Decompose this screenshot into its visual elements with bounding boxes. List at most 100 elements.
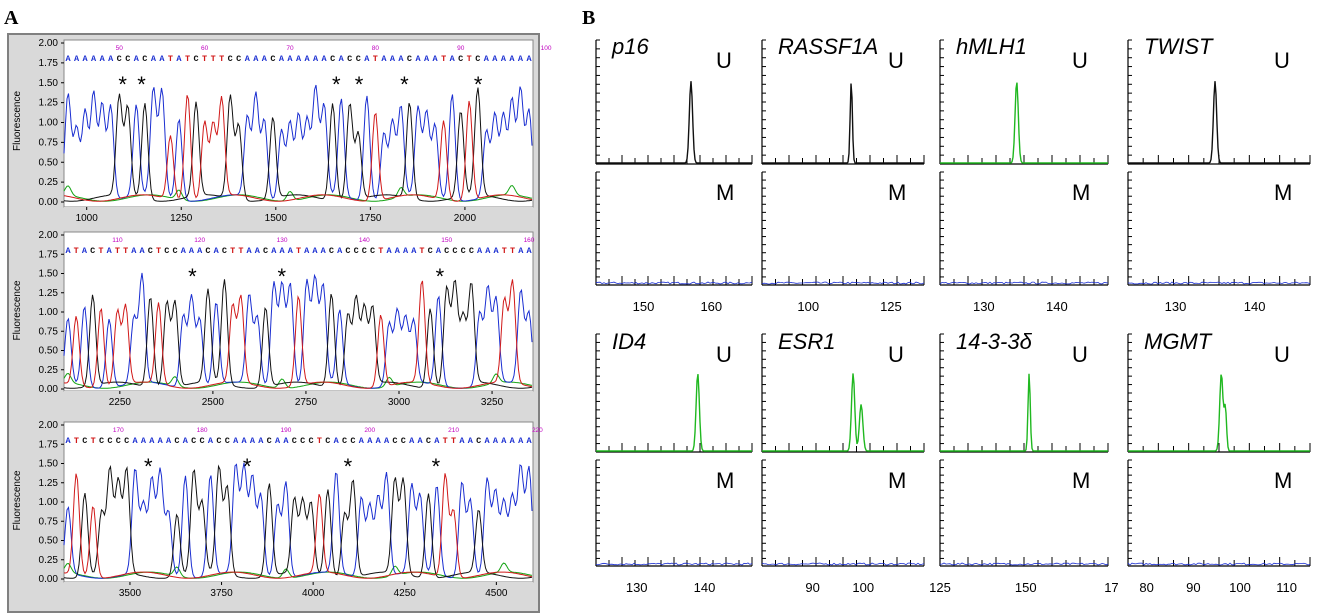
base-call: T (502, 246, 507, 256)
base-call: A (485, 436, 491, 446)
unmethylated-site-marker: * (432, 454, 441, 479)
channel-label-u: U (1274, 48, 1290, 73)
base-call: A (417, 436, 423, 446)
x-axis-band (64, 391, 533, 409)
x-tick-label: 2750 (295, 397, 318, 408)
base-call: T (115, 246, 120, 256)
base-call: C (469, 246, 474, 256)
base-call: T (74, 246, 79, 256)
base-call: C (452, 246, 457, 256)
unmethylated-site-marker: * (344, 454, 353, 479)
electropherogram-3: 0.00 0.25 0.50 0.75 1.00 1.25 1.50 1.75 2.00 Fluo… (12, 420, 543, 600)
u-channel-trace (940, 373, 1108, 452)
trace-plot-area (63, 421, 534, 583)
base-call: C (461, 246, 466, 256)
base-call: C (148, 246, 153, 256)
base-call: A (176, 54, 182, 64)
x-axis-band (64, 582, 533, 600)
base-call: A (384, 436, 390, 446)
base-call: A (108, 54, 114, 64)
base-call: T (296, 246, 301, 256)
m-channel-trace (761, 281, 925, 285)
y-tick-label: 1.75 (39, 439, 59, 450)
base-position-label: 70 (286, 45, 294, 52)
x-tick-label: 125 (880, 299, 902, 314)
base-call: A (518, 54, 524, 64)
base-call: T (378, 246, 383, 256)
base-call: A (509, 54, 515, 64)
base-call: A (367, 436, 373, 446)
base-call: A (275, 436, 281, 446)
base-call: C (228, 54, 233, 64)
x-tick-label: 1500 (265, 213, 288, 224)
y-tick-label: 0.00 (39, 197, 59, 208)
base-call: A (459, 436, 465, 446)
x-tick-label: 3500 (119, 588, 142, 599)
base-call: A (208, 436, 214, 446)
base-call: A (296, 54, 302, 64)
base-call: A (359, 436, 365, 446)
base-position-label: 170 (113, 427, 124, 434)
base-call: C (342, 436, 347, 446)
base-call: C (392, 436, 397, 446)
base-position-label: 60 (201, 45, 209, 52)
base-call: A (386, 246, 392, 256)
channel-label-u: U (1072, 342, 1088, 367)
x-tick-label: 1250 (170, 213, 193, 224)
base-call: T (373, 54, 378, 64)
base-call: A (134, 54, 140, 64)
y-tick-label: 1.50 (39, 78, 59, 89)
base-call: A (253, 54, 259, 64)
base-position-label: 220 (532, 427, 543, 434)
base-call: C (300, 436, 305, 446)
base-call: T (98, 246, 103, 256)
m-channel-trace (595, 281, 753, 285)
y-tick-label: 1.50 (39, 459, 59, 470)
base-call: A (337, 246, 343, 256)
base-call: A (82, 246, 88, 256)
trace-T (63, 95, 533, 202)
msp-gene-panel: p16 U M 150 160 (595, 34, 753, 314)
base-call: T (185, 54, 190, 64)
base-call: C (216, 436, 221, 446)
x-tick-label: 160 (700, 299, 722, 314)
base-call: A (398, 54, 404, 64)
base-call: A (214, 246, 220, 256)
base-call: A (181, 246, 187, 256)
msp-gene-panel: ESR1 U M 90 100 (761, 329, 925, 595)
channel-label-m: M (716, 180, 734, 205)
trace-T (63, 279, 533, 389)
base-position-label: 120 (194, 237, 205, 244)
base-call: A (339, 54, 345, 64)
m-channel-trace (939, 562, 1109, 566)
trace-A (63, 84, 533, 202)
base-call: C (270, 54, 275, 64)
y-tick-label: 0.75 (39, 516, 59, 527)
base-call: A (494, 246, 500, 256)
base-position-label: 130 (277, 237, 288, 244)
base-call: A (159, 54, 165, 64)
base-call: A (83, 54, 89, 64)
base-call: A (132, 436, 138, 446)
u-channel-trace (762, 83, 924, 164)
x-tick-label: 125 (929, 580, 951, 595)
base-call: T (74, 436, 79, 446)
base-call: A (91, 54, 97, 64)
base-call: A (65, 246, 71, 256)
base-call: A (245, 54, 251, 64)
x-tick-label: 90 (1186, 580, 1200, 595)
y-tick-label: 1.00 (39, 307, 59, 318)
base-call: A (312, 246, 318, 256)
x-tick-label: 140 (1244, 299, 1266, 314)
x-tick-label: 130 (973, 299, 995, 314)
base-call: A (334, 436, 340, 446)
channel-label-m: M (1274, 180, 1292, 205)
channel-label-u: U (1274, 342, 1290, 367)
channel-label-m: M (716, 468, 734, 493)
base-call: C (172, 246, 177, 256)
base-call: A (518, 246, 524, 256)
y-tick-label: 1.75 (39, 249, 59, 260)
base-position-label: 210 (448, 427, 459, 434)
x-tick-label: 1000 (76, 213, 99, 224)
base-call: T (230, 246, 235, 256)
